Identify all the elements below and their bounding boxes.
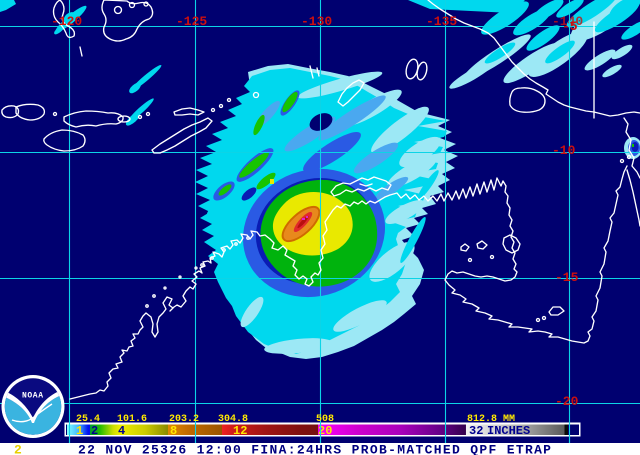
svg-text:4: 4 — [118, 424, 125, 438]
svg-text:-20: -20 — [555, 394, 579, 409]
svg-text:203.2: 203.2 — [169, 414, 199, 425]
svg-text:2: 2 — [91, 424, 98, 438]
svg-text:1: 1 — [76, 424, 83, 438]
svg-text:INCHES: INCHES — [487, 424, 530, 438]
svg-text:101.6: 101.6 — [117, 414, 147, 425]
svg-text:22 NOV 25326 12:00 FINA:24HRS: 22 NOV 25326 12:00 FINA:24HRS PROB-MATCH… — [78, 443, 552, 455]
svg-text:-120: -120 — [51, 14, 82, 29]
svg-text:8: 8 — [170, 424, 177, 438]
svg-text:NOAA: NOAA — [22, 392, 44, 401]
svg-text:2: 2 — [14, 443, 22, 455]
svg-text:12: 12 — [233, 424, 247, 438]
svg-text:32: 32 — [469, 424, 483, 438]
svg-text:-140: -140 — [552, 14, 583, 29]
svg-text:-135: -135 — [426, 14, 457, 29]
svg-text:508: 508 — [316, 414, 334, 425]
svg-text:20: 20 — [318, 424, 332, 438]
svg-text:-130: -130 — [301, 14, 332, 29]
svg-text:-5: -5 — [562, 19, 578, 34]
svg-text:-15: -15 — [555, 270, 579, 285]
svg-text:812.8 MM: 812.8 MM — [467, 414, 515, 425]
svg-text:25.4: 25.4 — [76, 414, 100, 425]
svg-text:-10: -10 — [552, 143, 576, 158]
svg-text:-125: -125 — [176, 14, 207, 29]
svg-text:304.8: 304.8 — [218, 414, 248, 425]
